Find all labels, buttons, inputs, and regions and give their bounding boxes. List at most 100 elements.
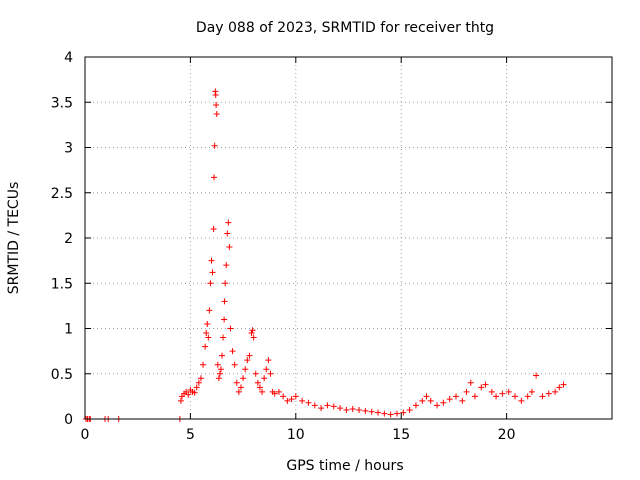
- data-point: [240, 375, 247, 382]
- data-point: [400, 409, 407, 416]
- data-point: [356, 406, 363, 413]
- data-point: [193, 384, 200, 391]
- data-point: [528, 388, 535, 395]
- data-point: [215, 375, 222, 382]
- data-point: [177, 397, 184, 404]
- data-point: [478, 384, 485, 391]
- data-point: [222, 280, 229, 287]
- x-tick-label: 10: [287, 427, 305, 443]
- data-point: [459, 397, 466, 404]
- data-point: [237, 384, 244, 391]
- data-point: [223, 262, 230, 269]
- data-point: [292, 393, 299, 400]
- data-point: [206, 307, 213, 314]
- data-point: [318, 405, 325, 412]
- data-point: [453, 393, 460, 400]
- data-point: [259, 388, 266, 395]
- data-point: [387, 411, 394, 418]
- data-point: [242, 366, 249, 373]
- data-point: [211, 174, 218, 181]
- data-point: [249, 327, 256, 334]
- data-point: [220, 334, 227, 341]
- data-point: [210, 225, 217, 232]
- data-point: [225, 219, 232, 226]
- y-tick-label: 0: [64, 412, 73, 428]
- data-point: [556, 384, 563, 391]
- y-tick-label: 0.5: [51, 367, 73, 383]
- data-point: [224, 230, 231, 237]
- data-point: [267, 370, 274, 377]
- data-point: [427, 397, 434, 404]
- data-point: [203, 330, 210, 337]
- data-point: [545, 390, 552, 397]
- data-point: [209, 269, 216, 276]
- data-point: [393, 410, 400, 417]
- data-point: [375, 409, 382, 416]
- data-point: [349, 406, 356, 413]
- data-point: [214, 361, 221, 368]
- data-point: [246, 352, 253, 359]
- data-point: [244, 357, 251, 364]
- data-point: [381, 410, 388, 417]
- data-point: [216, 370, 223, 377]
- data-point: [221, 298, 228, 305]
- data-point: [518, 397, 525, 404]
- data-point: [299, 397, 306, 404]
- data-point: [213, 101, 220, 108]
- data-point: [233, 379, 240, 386]
- data-point: [539, 393, 546, 400]
- data-point: [191, 389, 198, 396]
- x-tick-label: 20: [498, 427, 516, 443]
- data-point: [200, 361, 207, 368]
- data-point: [211, 142, 218, 149]
- y-tick-label: 3.5: [51, 95, 73, 111]
- y-axis-label: SRMTID / TECUs: [6, 182, 22, 295]
- data-point: [512, 393, 519, 400]
- data-point: [213, 111, 220, 118]
- data-point: [205, 334, 212, 341]
- data-point: [406, 406, 413, 413]
- data-point: [362, 407, 369, 414]
- data-point: [250, 334, 257, 341]
- data-point: [202, 343, 209, 350]
- data-point: [212, 92, 219, 99]
- data-point: [423, 393, 430, 400]
- x-tick-label: 15: [392, 427, 410, 443]
- data-point: [288, 396, 295, 403]
- data-point: [499, 390, 506, 397]
- data-point: [275, 388, 282, 395]
- data-point: [488, 388, 495, 395]
- data-point: [343, 406, 350, 413]
- data-point: [197, 375, 204, 382]
- data-point: [261, 375, 268, 382]
- y-ticks: 0 0.5 1 1.5 2 2.5 3 3.5 4: [51, 50, 612, 428]
- data-point: [434, 402, 441, 409]
- data-point: [207, 280, 214, 287]
- data-point: [217, 366, 224, 373]
- data-point: [284, 397, 291, 404]
- data-point: [195, 379, 202, 386]
- data-series: [83, 88, 567, 422]
- x-tick-label: 0: [81, 427, 90, 443]
- data-point: [440, 399, 447, 406]
- data-point: [412, 402, 419, 409]
- data-point: [229, 348, 236, 355]
- data-point: [552, 388, 559, 395]
- data-point: [271, 390, 278, 397]
- data-point: [248, 330, 255, 337]
- data-point: [324, 402, 331, 409]
- data-point: [204, 320, 211, 327]
- y-tick-label: 3: [64, 141, 73, 157]
- data-point: [505, 388, 512, 395]
- data-point: [446, 396, 453, 403]
- data-point: [265, 357, 272, 364]
- data-point: [311, 402, 318, 409]
- data-point: [235, 388, 242, 395]
- data-point: [524, 393, 531, 400]
- plot-frame: [84, 56, 613, 420]
- data-point: [252, 370, 259, 377]
- x-tick-label: 5: [186, 427, 195, 443]
- data-point: [419, 397, 426, 404]
- data-point: [467, 379, 474, 386]
